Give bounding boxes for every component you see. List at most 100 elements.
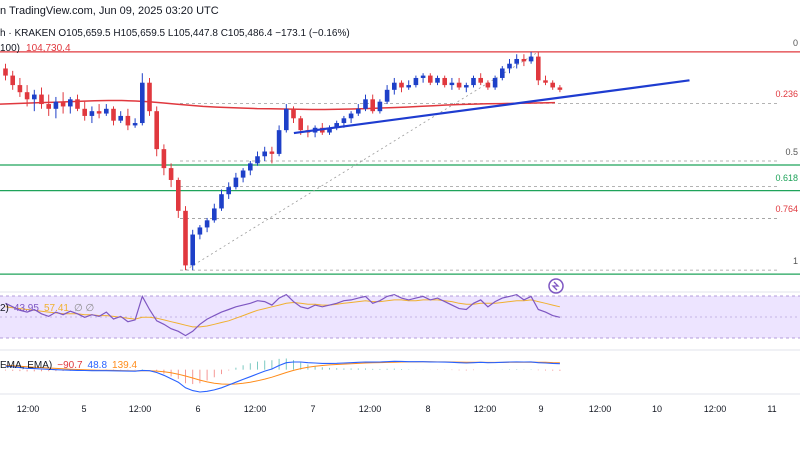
candle-body [204, 220, 210, 228]
candle-72 [521, 54, 527, 67]
fib-label-0: 0 [792, 37, 798, 48]
rsi-ma-value: 57.41 [43, 303, 69, 314]
candle-12 [89, 106, 95, 124]
candle-5 [39, 87, 44, 109]
ma-legend: 100) 104,730.4 [0, 43, 71, 54]
candle-body [377, 101, 383, 112]
candle-53 [384, 85, 390, 105]
candle-48 [348, 111, 354, 124]
candle-68 [492, 75, 498, 90]
x-tick-0: 12:00 [16, 404, 40, 414]
rsi-extra: ∅ ∅ [73, 303, 95, 314]
x-tick-4: 12:00 [243, 404, 267, 414]
ohlc-readout: h · KRAKEN O105,659.5 H105,659.5 L105,44… [0, 28, 350, 39]
candle-body [233, 177, 239, 188]
candle-body [125, 115, 131, 126]
candle-63 [456, 77, 462, 90]
candle-body [3, 68, 8, 76]
candle-body [60, 101, 66, 107]
candle-body [269, 151, 275, 154]
candle-body [528, 56, 534, 62]
candle-body [399, 82, 404, 88]
candle-19 [140, 73, 145, 126]
x-tick-1: 5 [81, 404, 87, 414]
candle-body [111, 108, 116, 121]
candle-body [240, 170, 246, 178]
bullish-trendline [293, 79, 690, 135]
candle-46 [334, 120, 339, 131]
replay-icon[interactable] [548, 278, 564, 294]
ma-legend-label: 100) [0, 43, 21, 54]
fib-label-4: 0.764 [775, 204, 798, 215]
candle-23 [168, 163, 174, 188]
candle-9 [68, 96, 73, 114]
candle-59 [428, 73, 433, 86]
candle-body [327, 127, 332, 133]
candle-body [168, 168, 174, 180]
fib-label-3: 0.618 [775, 172, 798, 183]
candle-body [24, 92, 30, 100]
candle-27 [197, 225, 203, 240]
macd-hist-value: −90.7 [57, 360, 83, 371]
candle-64 [464, 82, 469, 93]
candle-body [420, 75, 426, 78]
candle-16 [118, 111, 123, 124]
candle-body [248, 163, 253, 171]
candle-77 [557, 85, 563, 93]
candle-body [118, 115, 123, 121]
macd-signal-value: 139.4 [112, 360, 138, 371]
rsi-value: 43.95 [13, 303, 39, 314]
candle-body [197, 227, 203, 235]
macd-legend: EMA, EMA) −90.7 48.8 139.4 [0, 360, 137, 371]
candle-body [147, 82, 152, 112]
macd-value: 48.8 [87, 360, 108, 371]
candle-62 [449, 77, 455, 90]
candle-2 [17, 77, 23, 97]
candle-7 [53, 96, 59, 119]
candle-body [132, 123, 138, 126]
candle-body [500, 68, 505, 78]
candle-30 [219, 189, 224, 211]
candle-14 [104, 104, 109, 116]
candle-35 [255, 151, 260, 166]
candle-39 [284, 104, 289, 133]
candle-body [449, 82, 455, 86]
rsi-line [5, 293, 561, 337]
candle-body [226, 187, 231, 195]
candle-body [75, 99, 80, 109]
fib-label-5: 1 [792, 256, 798, 267]
candle-17 [125, 108, 131, 131]
candle-37 [269, 146, 275, 164]
candle-56 [406, 80, 411, 90]
candle-body [392, 82, 397, 90]
candle-33 [240, 168, 246, 183]
x-tick-10: 12:00 [588, 404, 612, 414]
candle-22 [161, 144, 167, 176]
candle-body [521, 58, 527, 62]
macd-legend-prefix: EMA, EMA) [0, 360, 53, 371]
candle-29 [212, 203, 217, 223]
candle-body [557, 87, 563, 90]
candle-36 [262, 146, 267, 161]
candle-body [348, 113, 354, 119]
candle-15 [111, 106, 116, 126]
x-tick-6: 12:00 [358, 404, 382, 414]
x-tick-13: 11 [767, 404, 777, 414]
candle-body [262, 151, 267, 157]
candle-57 [413, 75, 419, 88]
candle-body [82, 108, 87, 116]
ma-legend-value: 104,730.4 [26, 43, 71, 54]
x-tick-2: 12:00 [128, 404, 152, 414]
candle-body [219, 194, 224, 209]
candle-body [507, 63, 512, 69]
candle-6 [46, 94, 51, 116]
candle-28 [204, 217, 210, 233]
candle-body [406, 85, 411, 88]
candle-body [154, 111, 159, 150]
candle-45 [327, 125, 332, 135]
candle-body [471, 77, 476, 86]
candle-21 [154, 106, 159, 157]
candle-75 [543, 75, 548, 86]
rsi-ma-line [5, 299, 561, 328]
